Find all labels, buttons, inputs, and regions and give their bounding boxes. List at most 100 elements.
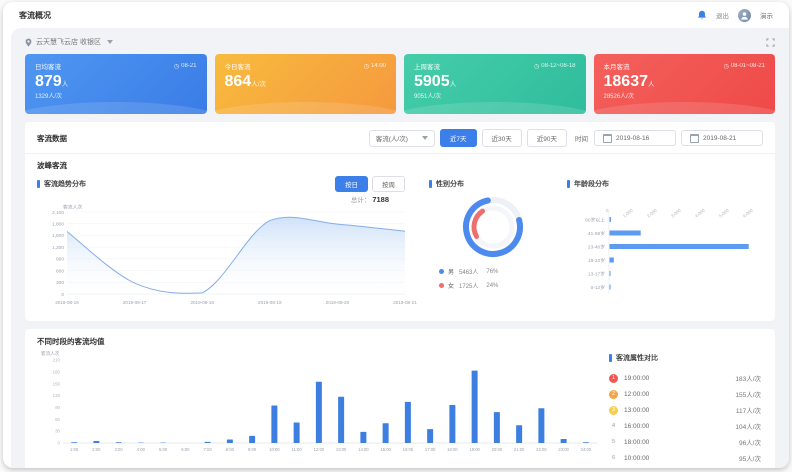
section-title-peak-flow: 波峰客流 <box>37 161 67 170</box>
range-button-30d[interactable]: 近30天 <box>481 129 522 147</box>
svg-text:0-12岁: 0-12岁 <box>591 284 606 291</box>
metric-select[interactable]: 客流(人/次) <box>368 129 435 147</box>
svg-text:3,000: 3,000 <box>670 208 682 219</box>
svg-text:1:00: 1:00 <box>70 447 79 452</box>
trend-chart-title: 客流趋势分布 <box>44 181 86 188</box>
kpi-subvalue: 1329人/次 <box>35 94 63 100</box>
kpi-card-today[interactable]: 今日客流 ◷ 14:00 864人/次 <box>214 54 396 114</box>
hourly-chart-title: 不同时段的客流均值 <box>37 337 105 346</box>
trend-toggle-group: 按日 按周 <box>335 176 405 192</box>
chevron-down-icon <box>106 40 113 44</box>
legend-percent: 76% <box>486 268 499 275</box>
kpi-value: 18637人 <box>603 73 655 90</box>
svg-text:13:00: 13:00 <box>336 447 347 452</box>
rank-list-item: 2 12:00:00 155人/次 <box>609 386 761 402</box>
rank-badge: 2 <box>609 389 618 399</box>
gender-legend-item: 男 5463人 76% <box>439 267 498 276</box>
title-marker <box>609 354 612 362</box>
age-bar-chart: 0 1,000 2,000 3,000 4,000 5,000 6,000 60岁以上 41-5… <box>585 208 754 294</box>
rank-list-item: 5 18:00:00 96人/次 <box>609 434 761 450</box>
date-input-start[interactable]: 2019-08-16 <box>594 130 676 146</box>
svg-text:1,200: 1,200 <box>52 245 64 251</box>
fullscreen-icon[interactable] <box>766 37 775 47</box>
logout-link[interactable]: 退出 <box>716 13 729 20</box>
svg-text:2019-08-19: 2019-08-19 <box>258 300 282 305</box>
toggle-by-day[interactable]: 按日 <box>335 176 368 192</box>
app-window: 客流概况 退出 演示 云天慧飞云店 收银区 <box>3 2 789 468</box>
rank-list: 1 19:00:00 183人/次 2 12:00:00 155人/次 3 13:00:00 1… <box>609 370 761 466</box>
location-selector[interactable]: 云天慧飞云店 收银区 <box>36 39 101 46</box>
range-button-7d[interactable]: 近7天 <box>439 129 477 147</box>
rank-time: 19:00:00 <box>624 374 650 382</box>
svg-text:180: 180 <box>53 369 61 374</box>
kpi-value: 864人/次 <box>224 73 267 90</box>
svg-text:0: 0 <box>605 208 610 214</box>
calendar-icon <box>603 133 612 143</box>
svg-text:60岁以上: 60岁以上 <box>585 216 605 223</box>
gender-legend: 男 5463人 76% 女 1725人 24% <box>439 267 498 290</box>
kpi-value: 5905人 <box>414 73 457 90</box>
svg-text:8:00: 8:00 <box>226 447 235 452</box>
kpi-value: 879人 <box>35 73 69 90</box>
rank-list-item: 6 10:00:00 95人/次 <box>609 450 761 466</box>
kpi-cards-row: 日均客流 ◷ 08-21 879人 1329人/次 今日客流 ◷ 14:00 864… <box>25 54 775 114</box>
filter-row: 客流数据 客流(人/次) 近7天 近30天 近90天 时间 2019-08-16… <box>37 129 763 147</box>
rank-value: 117人/次 <box>735 408 761 415</box>
kpi-title: 本月客流 <box>603 64 630 71</box>
age-chart-title: 年龄段分布 <box>574 181 609 188</box>
rank-value: 96人/次 <box>738 440 761 447</box>
svg-text:2019-08-21: 2019-08-21 <box>393 300 417 305</box>
gender-legend-item: 女 1725人 24% <box>439 281 498 290</box>
rank-badge: 3 <box>609 405 618 415</box>
range-button-90d[interactable]: 近90天 <box>526 129 567 147</box>
rank-value: 183人/次 <box>735 376 761 383</box>
toggle-by-week[interactable]: 按周 <box>372 176 405 192</box>
title-marker <box>567 180 570 188</box>
title-marker <box>37 180 40 188</box>
kpi-card-daily-average[interactable]: 日均客流 ◷ 08-21 879人 1329人/次 <box>25 54 207 114</box>
svg-text:6,000: 6,000 <box>742 208 754 219</box>
svg-text:1,800: 1,800 <box>52 222 64 228</box>
svg-text:900: 900 <box>56 257 64 263</box>
svg-text:16:00: 16:00 <box>403 447 414 452</box>
clock-icon: ◷ <box>534 63 540 70</box>
kpi-title: 今日客流 <box>224 64 251 71</box>
kpi-subvalue: 9051人/次 <box>414 94 442 100</box>
svg-text:0: 0 <box>61 292 64 298</box>
svg-text:23-40岁: 23-40岁 <box>588 243 605 250</box>
time-label: 时间 <box>575 136 588 143</box>
location-pin-icon <box>25 38 32 46</box>
svg-text:41-59岁: 41-59岁 <box>588 230 605 237</box>
rank-badge: 4 <box>611 423 616 429</box>
svg-text:90: 90 <box>55 405 60 410</box>
kpi-card-this-month[interactable]: 本月客流 ◷ 08-01~08-21 18637人 28526人/次 <box>593 54 775 114</box>
legend-percent: 24% <box>486 282 499 289</box>
svg-text:21:00: 21:00 <box>514 447 525 452</box>
svg-text:150: 150 <box>53 381 61 386</box>
trend-chart-block: 客流趋势分布 按日 按周 总计： 7188 0 300 600 900 1,200 1,50… <box>37 176 419 314</box>
user-icon <box>741 11 748 20</box>
svg-text:210: 210 <box>53 358 61 363</box>
calendar-icon <box>690 133 699 143</box>
svg-text:6:00: 6:00 <box>181 447 190 452</box>
rank-value: 95人/次 <box>738 456 761 463</box>
avatar[interactable] <box>738 8 751 22</box>
svg-text:17:00: 17:00 <box>425 447 436 452</box>
svg-text:9:00: 9:00 <box>248 447 257 452</box>
date-input-end[interactable]: 2019-08-21 <box>681 130 763 146</box>
svg-text:2019-08-18: 2019-08-18 <box>190 300 214 305</box>
svg-text:12:00: 12:00 <box>314 447 325 452</box>
chevron-down-icon <box>421 136 428 140</box>
notification-bell-icon[interactable] <box>697 10 707 21</box>
location-bar: 云天慧飞云店 收银区 <box>25 32 775 52</box>
kpi-time-badge: ◷ 14:00 <box>363 63 386 70</box>
svg-text:1,000: 1,000 <box>622 208 634 219</box>
kpi-time-badge: ◷ 08-01~08-21 <box>723 63 765 70</box>
rank-value: 155人/次 <box>735 392 761 399</box>
kpi-card-last-week[interactable]: 上周客流 ◷ 08-12~08-18 5905人 9051人/次 <box>404 54 586 114</box>
svg-text:19:00: 19:00 <box>469 447 480 452</box>
svg-text:22:00: 22:00 <box>536 447 547 452</box>
trend-total: 总计： 7188 <box>350 195 389 204</box>
